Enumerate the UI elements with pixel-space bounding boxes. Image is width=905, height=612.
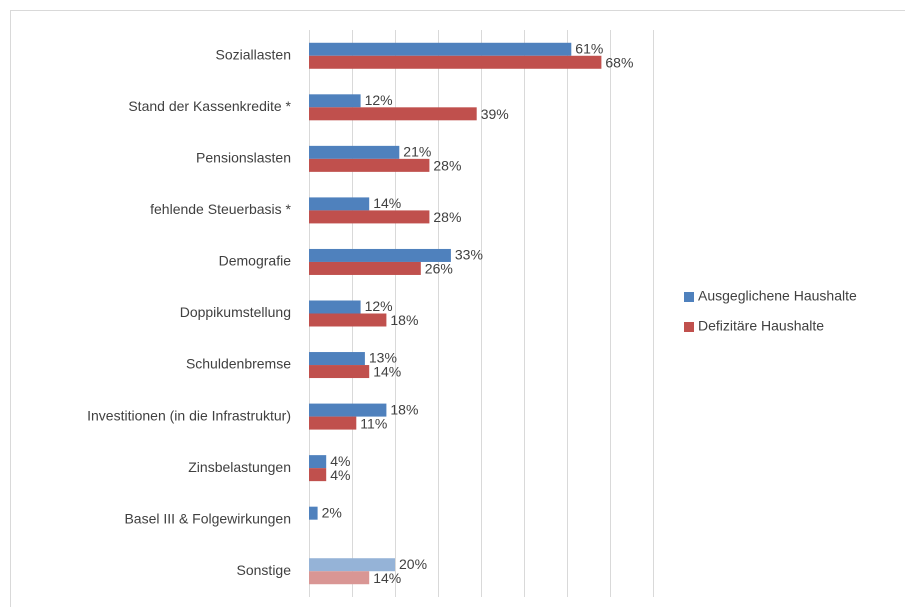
y-tick-label: Demografie	[219, 253, 292, 269]
y-tick-label: Doppikumstellung	[180, 304, 291, 320]
data-label: 18%	[390, 401, 418, 417]
data-label: 28%	[433, 158, 461, 174]
data-label: 26%	[425, 261, 453, 277]
bar	[309, 507, 318, 520]
bar	[309, 159, 429, 172]
data-label: 14%	[373, 364, 401, 380]
bar	[309, 43, 571, 56]
data-label: 2%	[322, 504, 342, 520]
bar	[309, 56, 601, 69]
y-tick-label: fehlende Steuerbasis *	[150, 201, 291, 217]
data-label: 18%	[390, 312, 418, 328]
legend-label: Defizitäre Haushalte	[698, 318, 824, 334]
data-label: 61%	[575, 40, 603, 56]
y-tick-label: Stand der Kassenkredite *	[128, 98, 291, 114]
y-tick-label: Sonstige	[237, 562, 292, 578]
data-label: 12%	[365, 92, 393, 108]
legend-swatch	[684, 292, 694, 302]
bar	[309, 417, 356, 430]
bar	[309, 455, 326, 468]
bar	[309, 197, 369, 210]
y-tick-label: Schuldenbremse	[186, 356, 291, 372]
legend-label: Ausgeglichene Haushalte	[698, 288, 857, 304]
data-label: 68%	[605, 54, 633, 70]
data-label: 14%	[373, 570, 401, 586]
y-tick-label: Pensionslasten	[196, 150, 291, 166]
bar	[309, 365, 369, 378]
bar	[309, 352, 365, 365]
y-tick-label: Investitionen (in die Infrastruktur)	[87, 407, 291, 423]
data-label: 14%	[373, 195, 401, 211]
y-tick-label: Basel III & Folgewirkungen	[124, 510, 291, 526]
bar	[309, 468, 326, 481]
legend-swatch	[684, 322, 694, 332]
bar	[309, 262, 421, 275]
bar	[309, 146, 399, 159]
bar	[309, 314, 386, 327]
bar	[309, 301, 361, 314]
data-label: 33%	[455, 247, 483, 263]
data-label: 39%	[481, 106, 509, 122]
data-label: 4%	[330, 467, 350, 483]
bar	[309, 571, 369, 584]
y-tick-label: Soziallasten	[216, 46, 292, 62]
data-label: 20%	[399, 556, 427, 572]
y-tick-label: Zinsbelastungen	[188, 459, 291, 475]
bar	[309, 210, 429, 223]
data-label: 12%	[365, 298, 393, 314]
bar	[309, 107, 477, 120]
data-label: 21%	[403, 144, 431, 160]
data-label: 28%	[433, 209, 461, 225]
data-label: 11%	[360, 415, 387, 431]
bar	[309, 94, 361, 107]
